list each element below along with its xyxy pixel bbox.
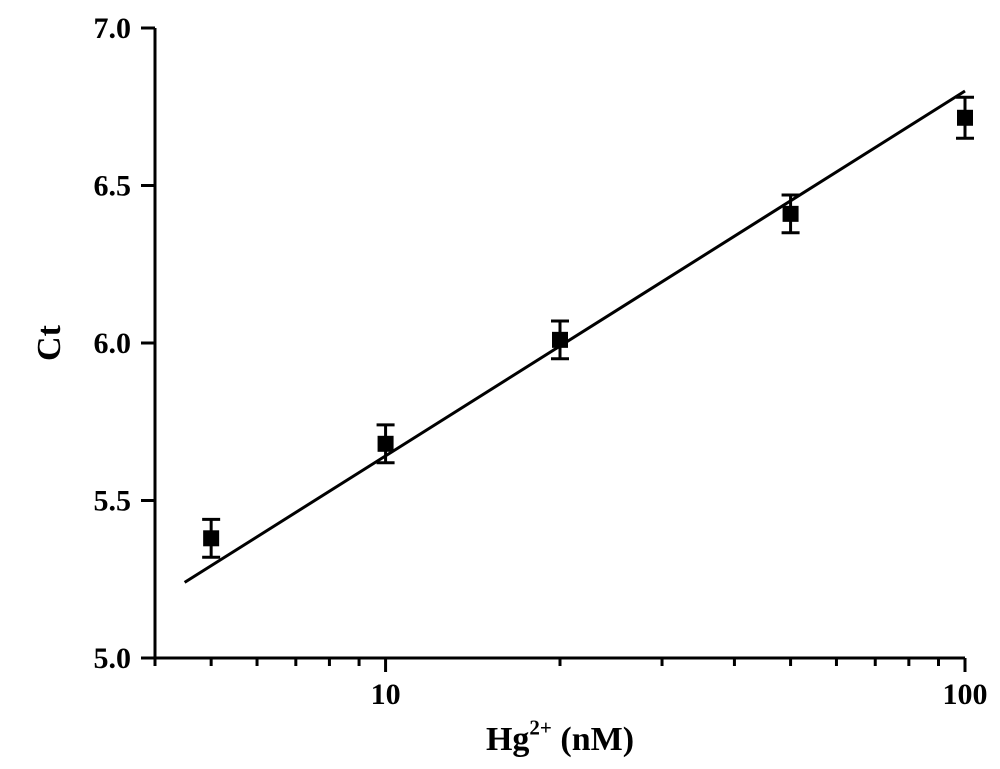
data-marker <box>783 206 799 222</box>
y-tick-label: 6.5 <box>94 170 132 203</box>
y-tick-label: 5.0 <box>94 642 132 675</box>
data-marker <box>203 530 219 546</box>
x-tick-label: 100 <box>943 678 988 711</box>
x-tick-label: 10 <box>371 678 401 711</box>
data-marker <box>378 436 394 452</box>
y-tick-label: 5.5 <box>94 485 132 518</box>
y-axis-label: Ct <box>31 324 68 361</box>
ct-vs-hg-chart: 5.0 5.5 6.0 6.5 7.0 10 100 Ct Hg2+ (nM) <box>0 0 1000 769</box>
y-tick-label: 7.0 <box>94 12 132 45</box>
data-marker <box>552 332 568 348</box>
y-tick-label: 6.0 <box>94 327 132 360</box>
chart-svg: 5.0 5.5 6.0 6.5 7.0 10 100 Ct Hg2+ (nM) <box>0 0 1000 769</box>
data-marker <box>957 110 973 126</box>
x-axis-label: Hg2+ (nM) <box>486 716 634 758</box>
